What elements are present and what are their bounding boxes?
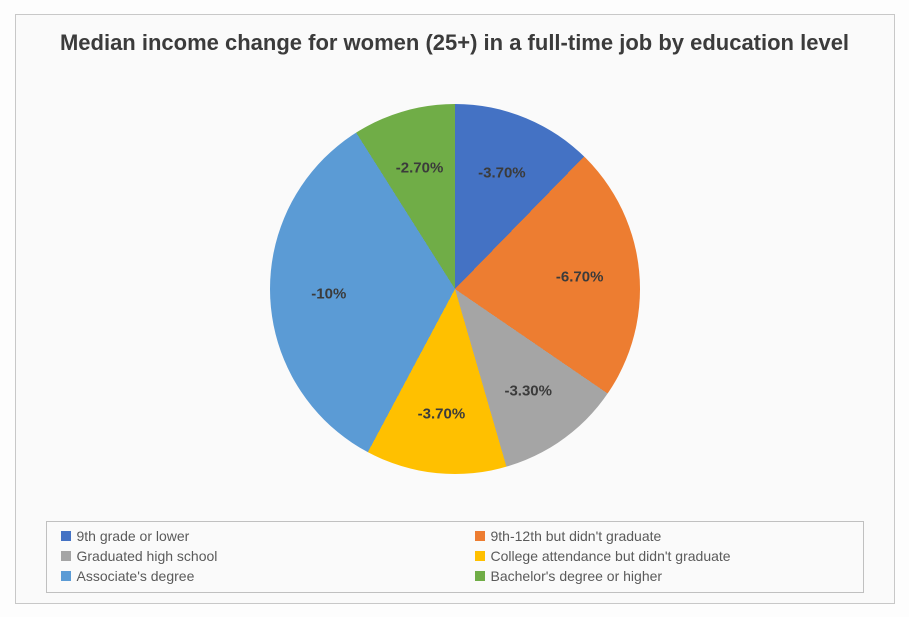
chart-title: Median income change for women (25+) in … — [36, 29, 874, 57]
legend-label: 9th-12th but didn't graduate — [491, 528, 662, 544]
slice-label: -3.70% — [478, 164, 526, 181]
slice-label: -10% — [311, 285, 346, 302]
legend-label: 9th grade or lower — [77, 528, 190, 544]
legend-label: College attendance but didn't graduate — [491, 548, 731, 564]
legend-swatch — [475, 531, 485, 541]
chart-plot-area: -3.70% -6.70% -3.30% -3.70% -10% -2.70% — [36, 64, 874, 515]
legend-item: College attendance but didn't graduate — [475, 548, 849, 564]
legend-label: Bachelor's degree or higher — [491, 568, 663, 584]
slice-label: -3.70% — [418, 406, 466, 423]
legend-label: Graduated high school — [77, 548, 218, 564]
slice-label: -2.70% — [396, 160, 444, 177]
legend-swatch — [61, 531, 71, 541]
legend-item: Graduated high school — [61, 548, 435, 564]
legend-swatch — [61, 571, 71, 581]
legend-label: Associate's degree — [77, 568, 195, 584]
legend-swatch — [475, 551, 485, 561]
slice-label: -6.70% — [556, 268, 604, 285]
legend-swatch — [475, 571, 485, 581]
legend-item: Bachelor's degree or higher — [475, 568, 849, 584]
legend-item: 9th-12th but didn't graduate — [475, 528, 849, 544]
legend-item: Associate's degree — [61, 568, 435, 584]
pie-container: -3.70% -6.70% -3.30% -3.70% -10% -2.70% — [270, 104, 640, 474]
legend-item: 9th grade or lower — [61, 528, 435, 544]
legend: 9th grade or lower 9th-12th but didn't gr… — [46, 521, 864, 593]
slice-label: -3.30% — [504, 383, 552, 400]
chart-card: Median income change for women (25+) in … — [15, 14, 895, 604]
legend-swatch — [61, 551, 71, 561]
